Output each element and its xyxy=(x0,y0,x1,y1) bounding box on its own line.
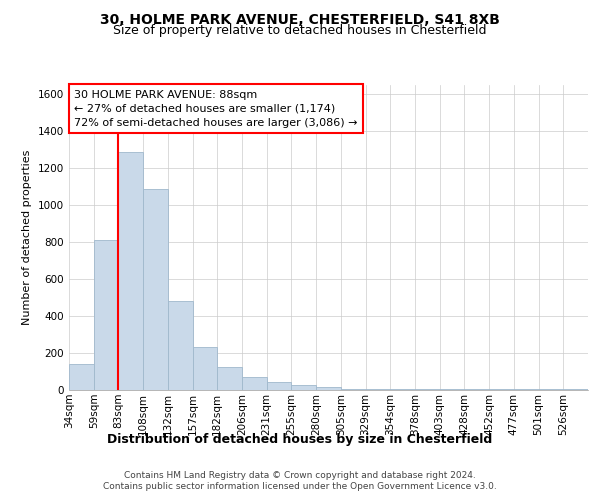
Bar xyxy=(242,377,267,390)
Bar xyxy=(143,188,168,390)
Bar xyxy=(69,364,94,390)
Text: 30, HOLME PARK AVENUE, CHESTERFIELD, S41 8XB: 30, HOLME PARK AVENUE, CHESTERFIELD, S41… xyxy=(100,12,500,26)
Bar xyxy=(514,389,539,390)
Text: Contains HM Land Registry data © Crown copyright and database right 2024.: Contains HM Land Registry data © Crown c… xyxy=(124,471,476,480)
Y-axis label: Number of detached properties: Number of detached properties xyxy=(22,150,32,325)
Bar xyxy=(267,382,292,390)
Bar xyxy=(217,367,242,390)
Bar xyxy=(118,152,143,390)
Bar xyxy=(193,346,217,390)
Text: Size of property relative to detached houses in Chesterfield: Size of property relative to detached ho… xyxy=(113,24,487,37)
Bar xyxy=(415,389,440,390)
Bar xyxy=(464,389,489,390)
Text: Distribution of detached houses by size in Chesterfield: Distribution of detached houses by size … xyxy=(107,432,493,446)
Bar xyxy=(390,389,415,390)
Bar xyxy=(94,240,118,390)
Bar xyxy=(341,389,365,390)
Bar xyxy=(440,389,464,390)
Bar xyxy=(316,387,341,390)
Bar xyxy=(539,389,563,390)
Text: 30 HOLME PARK AVENUE: 88sqm
← 27% of detached houses are smaller (1,174)
72% of : 30 HOLME PARK AVENUE: 88sqm ← 27% of det… xyxy=(74,90,358,128)
Bar xyxy=(168,302,193,390)
Bar xyxy=(292,386,316,390)
Bar xyxy=(563,389,588,390)
Bar xyxy=(365,389,390,390)
Bar xyxy=(489,389,514,390)
Text: Contains public sector information licensed under the Open Government Licence v3: Contains public sector information licen… xyxy=(103,482,497,491)
